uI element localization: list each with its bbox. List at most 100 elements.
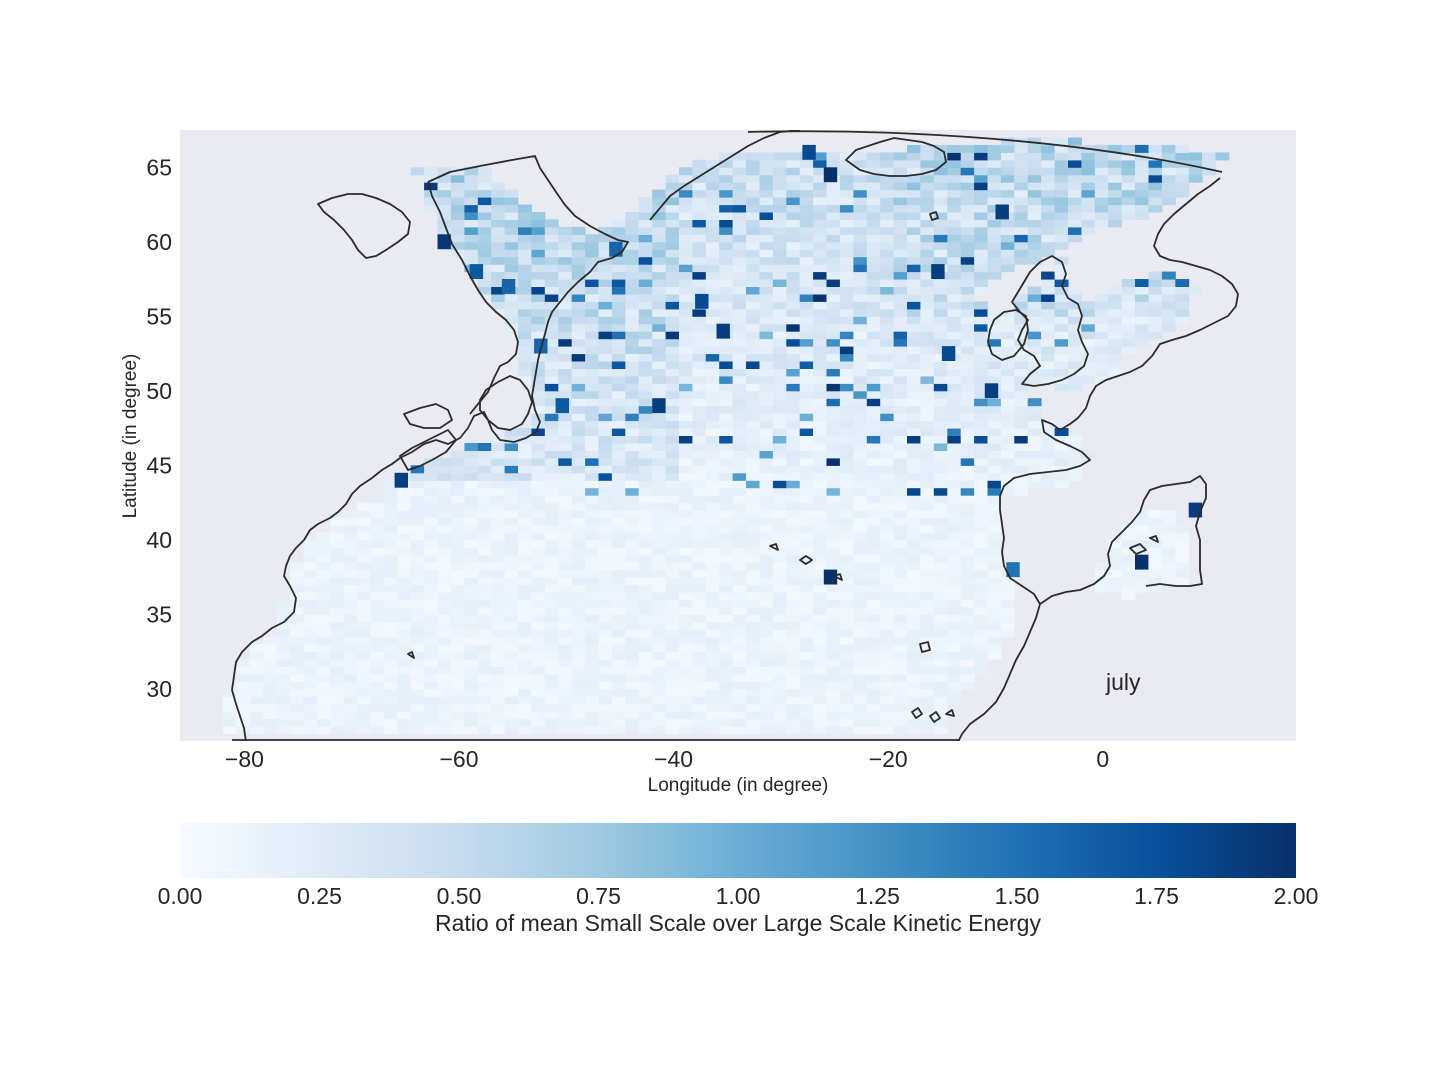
heatmap-cell	[491, 212, 506, 220]
heatmap-cell	[397, 554, 412, 563]
heatmap-cell	[880, 197, 895, 206]
heatmap-cell	[692, 219, 707, 228]
heatmap-cell	[772, 271, 787, 280]
heatmap-cell	[504, 696, 519, 705]
heatmap-cell	[1041, 316, 1055, 325]
heatmap-cell	[907, 189, 921, 198]
heatmap-cell	[477, 234, 492, 243]
heatmap-cell	[732, 577, 747, 586]
heatmap-cell	[477, 495, 492, 504]
heatmap-cell	[933, 152, 948, 161]
heatmap-cell	[558, 614, 573, 623]
heatmap-cell	[679, 383, 693, 392]
heatmap-cell	[544, 420, 559, 429]
heatmap-cell	[920, 323, 935, 332]
heatmap-cell	[960, 197, 975, 206]
heatmap-cell	[907, 174, 921, 183]
heatmap-cell	[638, 264, 653, 273]
heatmap-cell	[397, 592, 412, 600]
heatmap-cell	[437, 480, 452, 489]
heatmap-cell	[759, 271, 774, 280]
heatmap-cell	[464, 726, 479, 735]
heatmap-cell	[571, 614, 586, 623]
heatmap-cell	[370, 718, 385, 727]
heatmap-cell	[786, 338, 801, 347]
heatmap-cell	[799, 621, 814, 630]
heatmap-cell	[571, 383, 586, 392]
heatmap-cell	[1054, 465, 1069, 474]
heatmap-cell	[1108, 569, 1123, 578]
heatmap-cell	[987, 644, 1002, 653]
heatmap-cell	[437, 517, 452, 526]
heatmap-cell	[826, 629, 841, 638]
heatmap-cell	[611, 398, 626, 407]
heatmap-cell	[504, 450, 519, 459]
heatmap-cell	[1027, 256, 1042, 265]
heatmap-cell	[491, 696, 506, 705]
heatmap-cell	[920, 413, 935, 422]
heatmap-cell	[719, 241, 734, 250]
heatmap-cell	[853, 234, 868, 243]
heatmap-cell	[839, 703, 854, 712]
heatmap-cell	[316, 651, 331, 660]
heatmap-cell	[772, 182, 787, 191]
heatmap-cell	[638, 398, 653, 407]
heatmap-cell	[1121, 592, 1136, 600]
heatmap-cell	[571, 502, 586, 511]
heatmap-cell	[518, 480, 532, 489]
heatmap-cell	[866, 539, 881, 548]
heatmap-cell	[1054, 480, 1069, 489]
heatmap-cell	[732, 547, 747, 556]
heatmap-cell	[370, 562, 385, 571]
heatmap-cell	[880, 398, 895, 407]
coastline-africa	[957, 603, 1041, 741]
heatmap-cell	[866, 584, 881, 593]
heatmap-cell	[598, 368, 613, 377]
heatmap-cell	[625, 428, 640, 436]
heatmap-cell	[1054, 443, 1069, 451]
heatmap-cell	[772, 331, 787, 340]
heatmap-cell	[732, 204, 747, 213]
heatmap-cell	[544, 532, 559, 541]
heatmap-cell	[866, 159, 881, 168]
heatmap-cell	[772, 651, 787, 660]
heatmap-cell	[330, 681, 345, 690]
heatmap-cell	[464, 592, 479, 600]
heatmap-cell	[947, 420, 962, 429]
heatmap-cell	[1161, 279, 1176, 287]
heatmap-cell	[799, 219, 814, 228]
heatmap-cell	[1094, 159, 1109, 168]
heatmap-cell	[987, 189, 1002, 198]
heatmap-cell	[960, 241, 975, 250]
heatmap-cell	[625, 480, 640, 489]
heatmap-cell	[826, 204, 841, 213]
heatmap-cell	[880, 301, 895, 310]
heatmap-cell	[880, 390, 895, 399]
heatmap-cell	[759, 629, 774, 638]
heatmap-cell	[974, 554, 988, 563]
heatmap-cell	[974, 338, 988, 347]
heatmap-cell	[1041, 301, 1055, 310]
heatmap-cell	[611, 673, 626, 682]
heatmap-cell	[974, 368, 988, 377]
heatmap-cell	[705, 323, 720, 332]
heatmap-cell	[920, 465, 935, 474]
heatmap-cell	[719, 249, 734, 258]
heatmap-cell	[585, 673, 599, 682]
heatmap-cell	[652, 353, 667, 362]
heatmap-cell	[987, 428, 1002, 436]
heatmap-cell	[464, 584, 479, 593]
x-tick-label: −20	[869, 746, 908, 772]
heatmap-cell	[853, 346, 868, 355]
heatmap-cell	[410, 599, 425, 608]
heatmap-cell	[1148, 569, 1163, 578]
heatmap-cell	[652, 621, 667, 630]
heatmap-cell	[611, 577, 626, 586]
heatmap-cell	[558, 413, 573, 422]
heatmap-cell	[330, 547, 345, 556]
heatmap-cell	[880, 659, 895, 667]
heatmap-cell	[759, 688, 774, 697]
heatmap-cell	[558, 353, 573, 362]
heatmap-cell	[652, 666, 667, 675]
heatmap-cell	[477, 226, 492, 235]
